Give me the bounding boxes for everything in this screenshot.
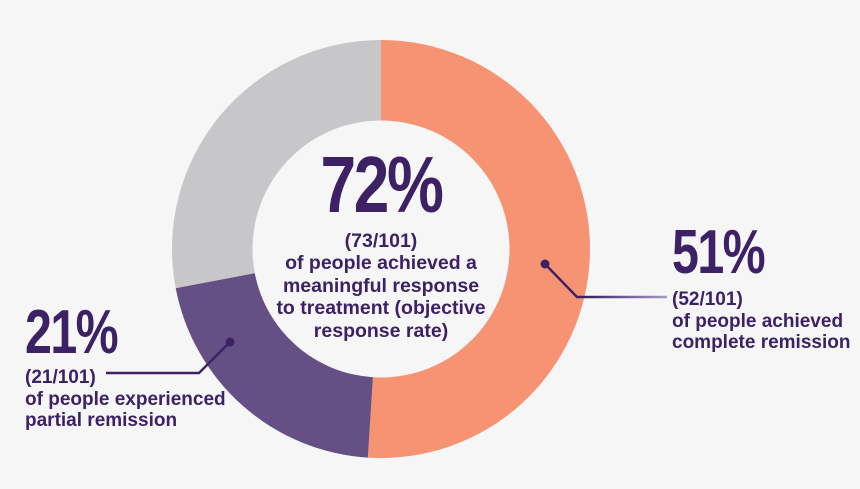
leader-dot-partial-remission <box>225 337 235 347</box>
donut-segment-remainder <box>171 40 381 289</box>
center-fraction: (73/101) <box>344 229 418 252</box>
callout-percent: 21% <box>25 298 119 367</box>
leader-line-complete-remission <box>544 263 667 299</box>
leader-line-partial-remission <box>106 341 231 375</box>
callout-fraction: (52/101) <box>672 289 743 311</box>
donut-segments <box>171 40 591 458</box>
callout-partial-remission: 21% (21/101) of people experienced parti… <box>25 298 226 432</box>
callout-percent: 51% <box>672 218 766 287</box>
callout-description-line: complete remission <box>672 332 851 354</box>
callout-fraction: (21/101) <box>25 367 96 389</box>
center-percent: 72% <box>320 140 444 229</box>
center-label: 72% (73/101) of people achieved a meanin… <box>221 140 541 343</box>
donut-segment-partial-remission <box>175 273 373 458</box>
center-description-line: of people achieved a <box>285 252 477 275</box>
callout-description-line: of people achieved <box>672 310 844 332</box>
donut-segment-complete-remission <box>367 40 591 458</box>
callout-description-line: partial remission <box>25 410 178 432</box>
center-subtext: (73/101) of people achieved a meaningful… <box>221 230 541 343</box>
leader-dot-complete-remission <box>540 259 550 269</box>
callout-subtext: (21/101) of people experienced partial r… <box>25 367 226 432</box>
callout-description-line: of people experienced <box>25 388 226 410</box>
center-description-line: to treatment (objective <box>276 297 486 320</box>
callout-complete-remission: 51% (52/101) of people achieved complete… <box>672 218 850 354</box>
center-description-line: response rate) <box>313 319 449 342</box>
center-description-line: meaningful response <box>282 274 480 297</box>
callout-subtext: (52/101) of people achieved complete rem… <box>672 289 850 354</box>
